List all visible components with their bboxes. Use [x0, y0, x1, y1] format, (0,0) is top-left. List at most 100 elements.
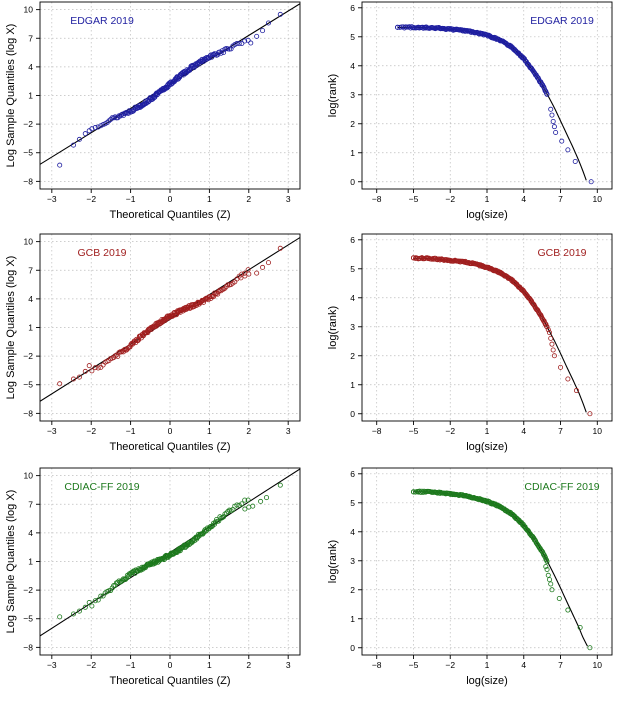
x-axis-label: log(size)	[466, 441, 508, 453]
y-tick-label: −8	[23, 408, 33, 418]
data-point	[248, 40, 254, 46]
y-tick-label: −2	[23, 351, 33, 361]
x-tick-label: 3	[286, 194, 291, 204]
data-point	[239, 501, 245, 507]
data-point	[89, 368, 95, 374]
data-point	[543, 321, 549, 327]
y-tick-label: 4	[28, 62, 33, 72]
y-axis-label: Log Sample Quantiles (log X)	[5, 24, 17, 168]
data-point	[95, 124, 101, 130]
y-tick-label: 2	[350, 585, 355, 595]
data-point	[410, 255, 416, 261]
grid	[40, 2, 300, 189]
y-tick-label: 10	[24, 5, 34, 15]
panel-rank-cdiac: −8 −5 −2 1 4 7 10 0 1 2 3 4 5 6 log(size) log(rank) CDIA…	[327, 467, 613, 687]
data-point	[260, 264, 266, 270]
data-point	[264, 495, 270, 501]
data-point	[238, 275, 244, 281]
y-tick-label: 3	[350, 322, 355, 332]
data-point	[225, 509, 231, 515]
data-point	[212, 290, 218, 296]
data-point	[95, 365, 101, 371]
data-point	[212, 521, 218, 527]
data-point	[98, 593, 104, 599]
x-tick-label: 2	[246, 194, 251, 204]
x-axis-label: log(size)	[466, 209, 508, 221]
data-point	[219, 515, 225, 521]
x-tick-label: −5	[409, 426, 419, 436]
data-point	[250, 503, 256, 509]
data-point	[86, 363, 92, 369]
data-point	[430, 255, 436, 261]
data-point	[277, 482, 283, 488]
panel-rank-gcb: −8 −5 −2 1 4 7 10 0 1 2 3 4 5 6 log(size) log(rank) GCB …	[327, 233, 613, 453]
y-tick-label: 7	[28, 499, 33, 509]
data-point	[265, 20, 271, 26]
data-point	[236, 41, 242, 47]
y-tick-label: 5	[350, 264, 355, 274]
y-tick-label: 5	[350, 498, 355, 508]
data-point	[242, 497, 248, 503]
data-point	[217, 514, 223, 520]
data-point	[76, 136, 82, 142]
y-tick-label: −5	[23, 148, 33, 158]
y-tick-label: 3	[350, 90, 355, 100]
data-point	[70, 376, 76, 382]
x-tick-label: −3	[47, 194, 57, 204]
y-tick-label: −5	[23, 614, 33, 624]
data-point	[113, 352, 119, 358]
data-point	[395, 24, 401, 30]
panel-title: EDGAR 2019	[530, 15, 594, 27]
y-tick-label: 3	[350, 556, 355, 566]
data-point	[122, 346, 128, 352]
x-axis-label: log(size)	[466, 675, 508, 687]
data-point	[588, 179, 594, 185]
data-point	[409, 24, 415, 30]
data-point	[218, 50, 224, 56]
y-tick-label: 1	[350, 614, 355, 624]
y-tick-label: 1	[350, 380, 355, 390]
data-point	[548, 335, 554, 341]
plot-area	[410, 488, 593, 651]
data-point	[57, 162, 63, 168]
data-point	[549, 112, 555, 118]
data-point	[543, 564, 549, 570]
y-tick-label: 2	[350, 119, 355, 129]
x-tick-label: 1	[207, 194, 212, 204]
data-point	[242, 273, 248, 279]
y-tick-label: 1	[28, 91, 33, 101]
data-point	[429, 489, 435, 495]
data-point	[587, 645, 593, 651]
data-point	[192, 535, 198, 541]
data-point	[254, 270, 260, 276]
data-point	[106, 588, 112, 594]
y-tick-label: 7	[28, 265, 33, 275]
plot-area	[40, 3, 300, 168]
x-tick-label: −5	[409, 194, 419, 204]
x-tick-label: 4	[521, 660, 526, 670]
panel-qq-edgar: −3 −2 −1 0 1 2 3 −8 −5 −2 1 4 7 10 Theoretical Quantil…	[5, 1, 301, 221]
data-point	[122, 576, 128, 582]
grid	[40, 234, 300, 421]
x-axis-label: Theoretical Quantiles (Z)	[109, 675, 230, 687]
panel-title: GCB 2019	[537, 247, 586, 259]
x-tick-label: −1	[126, 194, 136, 204]
y-tick-label: 0	[350, 409, 355, 419]
data-point	[70, 142, 76, 148]
y-tick-label: 6	[350, 235, 355, 245]
data-point	[245, 497, 251, 503]
y-tick-label: 10	[24, 471, 34, 481]
y-tick-label: −5	[23, 380, 33, 390]
data-point	[492, 35, 498, 41]
x-tick-label: −2	[86, 660, 96, 670]
data-point	[549, 587, 555, 593]
data-point	[218, 288, 224, 294]
data-point	[226, 46, 232, 52]
panel-title: EDGAR 2019	[70, 15, 134, 27]
x-tick-label: 2	[246, 660, 251, 670]
panel-title: GCB 2019	[77, 247, 126, 259]
x-tick-label: −5	[409, 660, 419, 670]
data-point	[544, 558, 550, 564]
reference-curve	[397, 26, 587, 181]
x-tick-label: 0	[168, 660, 173, 670]
